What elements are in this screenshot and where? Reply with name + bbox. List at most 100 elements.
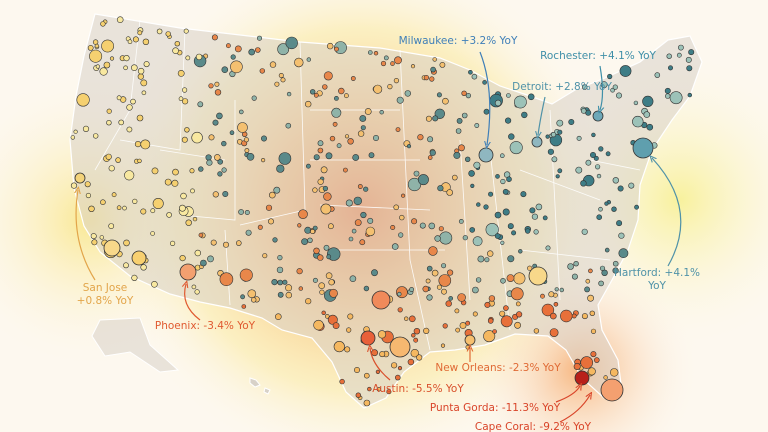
city-dot (248, 48, 255, 56)
city-dot (312, 187, 318, 193)
annotation-line: +0.8% YoY (77, 295, 134, 307)
city-dot (446, 189, 454, 196)
city-dot (499, 310, 506, 317)
city-dot (329, 288, 338, 298)
annotation: Punta Gorda: -11.3% YoY (430, 402, 561, 414)
highlight-dot (528, 266, 548, 286)
city-dot (245, 229, 252, 236)
city-dot (458, 144, 465, 152)
city-dot (616, 220, 623, 227)
city-dot (407, 177, 422, 192)
city-dot (440, 343, 446, 348)
city-dot (576, 135, 582, 141)
city-dot (103, 61, 111, 69)
city-dot (357, 130, 365, 137)
city-dot (165, 31, 171, 37)
city-dot (244, 210, 250, 216)
city-dot (99, 67, 108, 76)
city-dot (319, 289, 325, 295)
city-dot (666, 53, 672, 59)
city-dot (511, 230, 517, 236)
city-dot (265, 204, 273, 211)
annotation-line: Austin: -5.5% YoY (372, 383, 464, 395)
city-dot (87, 45, 94, 51)
city-dot (345, 199, 353, 207)
city-dot (545, 245, 551, 251)
highlight-dot (592, 110, 604, 122)
city-dot (391, 243, 399, 250)
city-dot (116, 205, 122, 210)
highlight-dot (74, 172, 86, 184)
city-dot (423, 74, 430, 81)
city-dot (178, 204, 186, 212)
highlight-dot (179, 263, 197, 281)
city-dot (92, 133, 99, 139)
city-dot (573, 261, 579, 267)
city-dot (359, 239, 366, 246)
city-dot (454, 308, 460, 314)
annotations: Milwaukee: +3.2% YoY Rochester: +4.1% YoY… (77, 35, 700, 432)
city-dot (277, 279, 284, 286)
city-dot (194, 289, 200, 295)
city-dot (151, 167, 159, 175)
city-dot (554, 287, 559, 292)
city-dot (320, 203, 332, 215)
city-dot (540, 293, 545, 299)
leaders (76, 51, 682, 423)
city-dot (568, 119, 575, 126)
leader (652, 158, 682, 267)
city-dot (430, 66, 436, 73)
city-dot (259, 68, 265, 74)
city-dot (535, 203, 543, 211)
city-dot (585, 278, 591, 284)
city-dot (488, 191, 494, 197)
annotation: Phoenix: -3.4% YoY (155, 320, 256, 332)
annotation-line: Hartford: +4.1% (614, 267, 700, 279)
city-dot (156, 28, 163, 35)
city-dot (432, 115, 439, 122)
city-dot (515, 301, 521, 307)
city-dot (214, 89, 222, 96)
city-dot (323, 71, 333, 81)
city-dot (285, 291, 292, 299)
city-dot (393, 204, 400, 211)
city-dot (434, 108, 445, 120)
city-dot (465, 92, 472, 99)
city-dot (371, 349, 378, 357)
city-dot (318, 282, 326, 290)
city-dot (581, 84, 588, 90)
city-dot (589, 152, 596, 159)
city-dot (591, 132, 596, 138)
city-dot (109, 56, 115, 61)
city-dot (143, 61, 150, 68)
city-dot (461, 112, 468, 119)
city-dot (596, 214, 603, 220)
city-dot (612, 260, 619, 267)
city-dot (115, 157, 121, 163)
city-dot (131, 274, 138, 282)
city-dot (413, 337, 419, 343)
city-dot (70, 182, 78, 189)
city-dot (609, 368, 619, 377)
city-dot (134, 141, 142, 148)
city-dot (500, 315, 513, 328)
city-dot (251, 95, 257, 101)
city-dot (417, 174, 429, 186)
city-dot (507, 255, 515, 263)
highlight-dot (360, 330, 376, 346)
city-dot (437, 185, 444, 192)
city-dot (451, 174, 458, 181)
city-dot (502, 208, 510, 216)
city-dot (271, 279, 278, 286)
city-dot (573, 362, 581, 370)
city-dot (363, 186, 369, 192)
city-dot (448, 296, 454, 301)
city-dot (513, 272, 526, 285)
city-dot (590, 351, 597, 358)
city-dot (604, 201, 609, 206)
city-dot (436, 284, 442, 290)
city-dot (355, 392, 361, 398)
city-dot (363, 285, 370, 292)
city-dot (123, 65, 128, 71)
city-dot (192, 216, 198, 222)
